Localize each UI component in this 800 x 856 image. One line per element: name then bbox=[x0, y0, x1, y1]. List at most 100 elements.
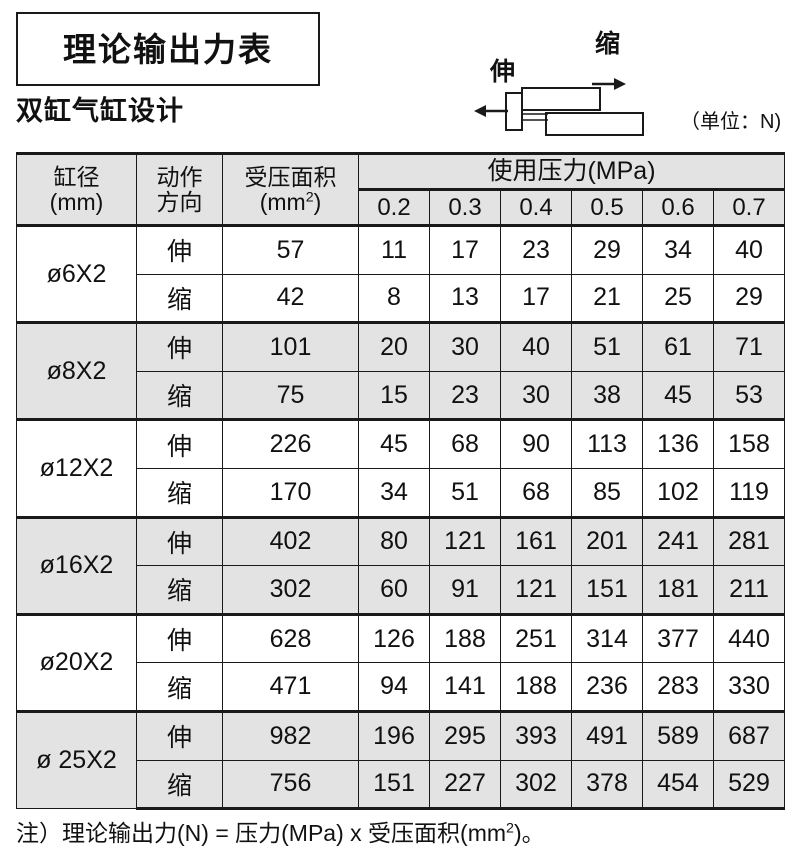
header-bore-line2: (mm) bbox=[49, 188, 104, 215]
force-cell: 17 bbox=[500, 273, 572, 324]
pressure-area-cell: 628 bbox=[222, 612, 359, 664]
force-cell: 201 bbox=[571, 515, 643, 567]
table-body: ø6X2 伸 57 11 17 23 29 34 40 缩 42 8 13 17 21 25 29 ø8X2 伸 10… bbox=[16, 223, 786, 811]
force-cell: 20 bbox=[358, 321, 430, 372]
direction-cell: 缩 bbox=[136, 370, 223, 421]
header-pressure-3: 0.5 bbox=[571, 188, 643, 227]
force-cell: 51 bbox=[571, 321, 643, 372]
pressure-area-cell: 982 bbox=[222, 709, 359, 761]
extend-direction-label: 伸 bbox=[490, 58, 516, 86]
force-cell: 113 bbox=[571, 418, 643, 469]
force-cell: 377 bbox=[642, 612, 714, 664]
force-cell: 281 bbox=[712, 515, 786, 567]
force-cell: 25 bbox=[642, 273, 714, 324]
table-row: ø16X2 伸 402 80 121 161 201 241 281 bbox=[16, 515, 786, 615]
force-cell: 454 bbox=[642, 759, 714, 811]
force-cell: 302 bbox=[500, 759, 572, 811]
header-direction-line2: 方向 bbox=[156, 188, 203, 215]
force-cell: 68 bbox=[500, 467, 572, 518]
force-cell: 589 bbox=[642, 709, 714, 761]
force-cell: 8 bbox=[358, 273, 430, 324]
force-cell: 241 bbox=[642, 515, 714, 567]
force-cell: 227 bbox=[429, 759, 501, 811]
direction-cell: 缩 bbox=[136, 662, 223, 712]
header-direction-line1: 动作 bbox=[156, 163, 203, 190]
direction-cell: 缩 bbox=[136, 467, 223, 518]
table-row: 缩 75 15 23 30 38 45 53 bbox=[17, 370, 786, 421]
force-cell: 30 bbox=[500, 370, 572, 421]
bore-size-cell: ø6X2 bbox=[16, 223, 137, 324]
table-row: 缩 302 60 91 121 151 181 211 bbox=[17, 565, 786, 615]
force-cell: 60 bbox=[358, 565, 430, 615]
force-cell: 29 bbox=[571, 224, 643, 275]
page-header: 理论输出力表 双缸气缸设计 伸 bbox=[0, 0, 800, 150]
pressure-area-cell: 302 bbox=[222, 565, 359, 615]
force-cell: 121 bbox=[500, 565, 572, 615]
force-cell: 236 bbox=[571, 662, 643, 712]
header-pressure-1: 0.3 bbox=[429, 188, 501, 227]
header-bore-line1: 缸径 bbox=[53, 163, 100, 190]
force-cell: 158 bbox=[712, 418, 786, 469]
direction-cell: 缩 bbox=[136, 759, 223, 811]
force-cell: 53 bbox=[712, 370, 786, 421]
bore-size-cell: ø8X2 bbox=[16, 321, 137, 421]
force-cell: 45 bbox=[358, 418, 430, 469]
pressure-area-cell: 57 bbox=[222, 224, 359, 275]
table-row: ø6X2 伸 57 11 17 23 29 34 40 bbox=[16, 223, 786, 324]
header-pressure-values-row: 0.2 0.3 0.4 0.5 0.6 0.7 bbox=[17, 188, 786, 227]
direction-cell: 伸 bbox=[136, 612, 223, 664]
direction-cell: 伸 bbox=[136, 321, 223, 372]
force-cell: 151 bbox=[571, 565, 643, 615]
force-cell: 68 bbox=[429, 418, 501, 469]
force-cell: 181 bbox=[642, 565, 714, 615]
force-cell: 11 bbox=[358, 224, 430, 275]
force-cell: 30 bbox=[429, 321, 501, 372]
force-cell: 94 bbox=[358, 662, 430, 712]
force-cell: 29 bbox=[712, 273, 786, 324]
force-cell: 126 bbox=[358, 612, 430, 664]
force-cell: 85 bbox=[571, 467, 643, 518]
force-cell: 80 bbox=[358, 515, 430, 567]
pressure-area-cell: 170 bbox=[222, 467, 359, 518]
force-cell: 71 bbox=[712, 321, 786, 372]
retract-direction-label: 缩 bbox=[595, 30, 621, 58]
force-cell: 23 bbox=[500, 224, 572, 275]
pressure-area-cell: 42 bbox=[222, 273, 359, 324]
pressure-area-cell: 756 bbox=[222, 759, 359, 811]
title-box: 理论输出力表 bbox=[16, 12, 320, 86]
footnote-pre: 注）理论输出力(N) = 压力(MPa) x 受压面积(mm bbox=[16, 820, 507, 846]
force-cell: 196 bbox=[358, 709, 430, 761]
header-area-line2: (mm2) bbox=[259, 188, 322, 215]
header-direction: 动作 方向 bbox=[136, 152, 223, 226]
unit-note: （单位：N) bbox=[680, 111, 782, 133]
force-cell: 21 bbox=[571, 273, 643, 324]
table-head: 缸径 (mm) 动作 方向 受压面积 (mm2) 使用压力(MPa) 0.2 0… bbox=[16, 152, 786, 227]
header-pressure-5: 0.7 bbox=[712, 188, 786, 227]
header-pressure-4: 0.6 bbox=[642, 188, 714, 227]
force-cell: 90 bbox=[500, 418, 572, 469]
pressure-area-cell: 75 bbox=[222, 370, 359, 421]
header-pressure-2: 0.4 bbox=[500, 188, 572, 227]
table-row: 缩 471 94 141 188 236 283 330 bbox=[17, 662, 786, 712]
table-row: 缩 42 8 13 17 21 25 29 bbox=[17, 273, 786, 324]
force-cell: 119 bbox=[712, 467, 786, 518]
table-row: 缩 170 34 51 68 85 102 119 bbox=[17, 467, 786, 518]
force-cell: 151 bbox=[358, 759, 430, 811]
force-cell: 529 bbox=[712, 759, 786, 811]
footnote-sup: 2 bbox=[506, 820, 514, 837]
force-cell: 440 bbox=[712, 612, 786, 664]
force-cell: 251 bbox=[500, 612, 572, 664]
force-cell: 17 bbox=[429, 224, 501, 275]
header-pressure-0: 0.2 bbox=[358, 188, 430, 227]
direction-cell: 伸 bbox=[136, 709, 223, 761]
force-cell: 211 bbox=[712, 565, 786, 615]
header-area: 受压面积 (mm2) bbox=[222, 152, 359, 226]
force-cell: 13 bbox=[429, 273, 501, 324]
header-area-line1: 受压面积 bbox=[244, 163, 337, 190]
table-row: 缩 756 151 227 302 378 454 529 bbox=[17, 759, 786, 811]
theoretical-output-force-table: 缸径 (mm) 动作 方向 受压面积 (mm2) 使用压力(MPa) 0.2 0… bbox=[16, 152, 786, 811]
force-cell: 491 bbox=[571, 709, 643, 761]
force-cell: 161 bbox=[500, 515, 572, 567]
direction-cell: 伸 bbox=[136, 418, 223, 469]
page-title: 理论输出力表 bbox=[63, 30, 273, 68]
